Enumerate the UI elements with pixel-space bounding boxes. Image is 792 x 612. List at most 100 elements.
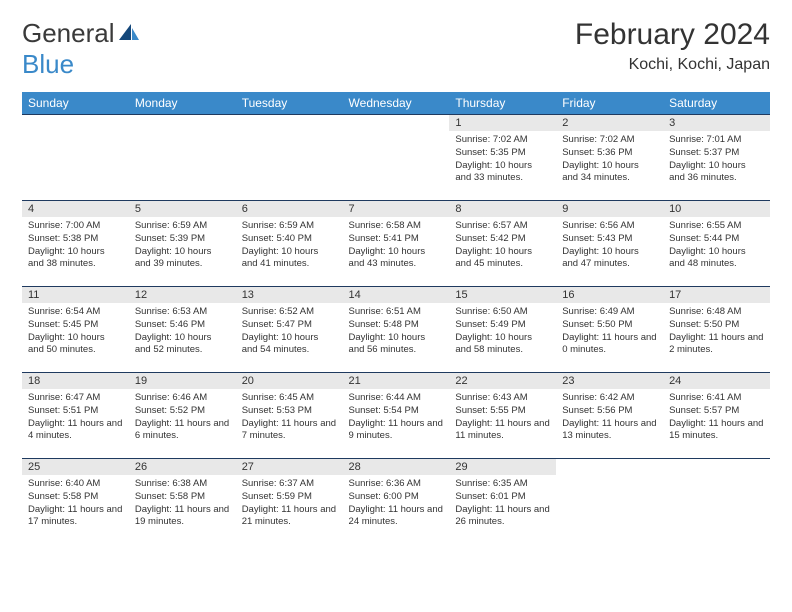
day-sunrise: Sunrise: 6:44 AM xyxy=(349,392,444,405)
day-daylight: Daylight: 11 hours and 15 minutes. xyxy=(669,418,764,444)
calendar-cell: 2Sunrise: 7:02 AMSunset: 5:36 PMDaylight… xyxy=(556,115,663,201)
day-details: Sunrise: 6:45 AMSunset: 5:53 PMDaylight:… xyxy=(236,389,343,447)
calendar-cell: 13Sunrise: 6:52 AMSunset: 5:47 PMDayligh… xyxy=(236,287,343,373)
day-daylight: Daylight: 11 hours and 11 minutes. xyxy=(455,418,550,444)
calendar-cell: .. xyxy=(556,459,663,545)
day-details: Sunrise: 6:38 AMSunset: 5:58 PMDaylight:… xyxy=(129,475,236,533)
day-sunset: Sunset: 5:58 PM xyxy=(135,491,230,504)
calendar-cell: 26Sunrise: 6:38 AMSunset: 5:58 PMDayligh… xyxy=(129,459,236,545)
day-daylight: Daylight: 11 hours and 0 minutes. xyxy=(562,332,657,358)
day-number: 4 xyxy=(22,201,129,217)
calendar-row: ........1Sunrise: 7:02 AMSunset: 5:35 PM… xyxy=(22,115,770,201)
calendar-cell: .. xyxy=(22,115,129,201)
day-sunrise: Sunrise: 6:35 AM xyxy=(455,478,550,491)
calendar-cell: 12Sunrise: 6:53 AMSunset: 5:46 PMDayligh… xyxy=(129,287,236,373)
calendar-cell: 4Sunrise: 7:00 AMSunset: 5:38 PMDaylight… xyxy=(22,201,129,287)
calendar-row: 25Sunrise: 6:40 AMSunset: 5:58 PMDayligh… xyxy=(22,459,770,545)
day-number: 15 xyxy=(449,287,556,303)
day-daylight: Daylight: 10 hours and 38 minutes. xyxy=(28,246,123,272)
day-sunrise: Sunrise: 6:47 AM xyxy=(28,392,123,405)
logo-sail-icon xyxy=(117,18,141,49)
calendar-cell: 16Sunrise: 6:49 AMSunset: 5:50 PMDayligh… xyxy=(556,287,663,373)
day-daylight: Daylight: 11 hours and 17 minutes. xyxy=(28,504,123,530)
weekday-header-row: SundayMondayTuesdayWednesdayThursdayFrid… xyxy=(22,92,770,115)
day-sunset: Sunset: 5:35 PM xyxy=(455,147,550,160)
day-details: Sunrise: 6:52 AMSunset: 5:47 PMDaylight:… xyxy=(236,303,343,361)
day-details: Sunrise: 6:42 AMSunset: 5:56 PMDaylight:… xyxy=(556,389,663,447)
calendar-cell: 9Sunrise: 6:56 AMSunset: 5:43 PMDaylight… xyxy=(556,201,663,287)
day-daylight: Daylight: 11 hours and 26 minutes. xyxy=(455,504,550,530)
day-sunrise: Sunrise: 6:41 AM xyxy=(669,392,764,405)
day-number: 9 xyxy=(556,201,663,217)
day-sunset: Sunset: 5:37 PM xyxy=(669,147,764,160)
title-area: February 2024 Kochi, Kochi, Japan xyxy=(575,18,770,74)
day-sunrise: Sunrise: 7:00 AM xyxy=(28,220,123,233)
day-daylight: Daylight: 11 hours and 2 minutes. xyxy=(669,332,764,358)
day-sunset: Sunset: 5:48 PM xyxy=(349,319,444,332)
day-details: Sunrise: 6:46 AMSunset: 5:52 PMDaylight:… xyxy=(129,389,236,447)
day-number: 24 xyxy=(663,373,770,389)
day-sunrise: Sunrise: 6:42 AM xyxy=(562,392,657,405)
day-sunrise: Sunrise: 6:36 AM xyxy=(349,478,444,491)
weekday-header: Sunday xyxy=(22,92,129,115)
day-daylight: Daylight: 10 hours and 34 minutes. xyxy=(562,160,657,186)
day-sunset: Sunset: 5:40 PM xyxy=(242,233,337,246)
day-number: 1 xyxy=(449,115,556,131)
day-sunrise: Sunrise: 6:53 AM xyxy=(135,306,230,319)
logo-word-2: Blue xyxy=(22,49,74,79)
day-daylight: Daylight: 10 hours and 36 minutes. xyxy=(669,160,764,186)
day-sunset: Sunset: 5:39 PM xyxy=(135,233,230,246)
weekday-header: Monday xyxy=(129,92,236,115)
day-sunset: Sunset: 5:56 PM xyxy=(562,405,657,418)
day-number: 11 xyxy=(22,287,129,303)
day-details: Sunrise: 7:02 AMSunset: 5:36 PMDaylight:… xyxy=(556,131,663,189)
calendar-cell: 22Sunrise: 6:43 AMSunset: 5:55 PMDayligh… xyxy=(449,373,556,459)
day-sunrise: Sunrise: 6:38 AM xyxy=(135,478,230,491)
day-sunrise: Sunrise: 7:02 AM xyxy=(455,134,550,147)
calendar-cell: 15Sunrise: 6:50 AMSunset: 5:49 PMDayligh… xyxy=(449,287,556,373)
day-sunset: Sunset: 6:01 PM xyxy=(455,491,550,504)
day-daylight: Daylight: 11 hours and 19 minutes. xyxy=(135,504,230,530)
day-number: 23 xyxy=(556,373,663,389)
day-number: 18 xyxy=(22,373,129,389)
day-details: Sunrise: 6:54 AMSunset: 5:45 PMDaylight:… xyxy=(22,303,129,361)
day-number: 26 xyxy=(129,459,236,475)
day-details: Sunrise: 6:59 AMSunset: 5:39 PMDaylight:… xyxy=(129,217,236,275)
day-sunset: Sunset: 5:50 PM xyxy=(562,319,657,332)
day-sunrise: Sunrise: 6:40 AM xyxy=(28,478,123,491)
calendar-cell: .. xyxy=(236,115,343,201)
day-details: Sunrise: 7:02 AMSunset: 5:35 PMDaylight:… xyxy=(449,131,556,189)
calendar-cell: 7Sunrise: 6:58 AMSunset: 5:41 PMDaylight… xyxy=(343,201,450,287)
day-details: Sunrise: 6:37 AMSunset: 5:59 PMDaylight:… xyxy=(236,475,343,533)
day-sunset: Sunset: 5:53 PM xyxy=(242,405,337,418)
day-sunrise: Sunrise: 6:59 AM xyxy=(242,220,337,233)
weekday-header: Saturday xyxy=(663,92,770,115)
day-sunrise: Sunrise: 6:43 AM xyxy=(455,392,550,405)
day-sunrise: Sunrise: 6:50 AM xyxy=(455,306,550,319)
day-sunrise: Sunrise: 7:01 AM xyxy=(669,134,764,147)
day-details: Sunrise: 6:57 AMSunset: 5:42 PMDaylight:… xyxy=(449,217,556,275)
calendar-cell: 5Sunrise: 6:59 AMSunset: 5:39 PMDaylight… xyxy=(129,201,236,287)
calendar-cell: 23Sunrise: 6:42 AMSunset: 5:56 PMDayligh… xyxy=(556,373,663,459)
day-daylight: Daylight: 10 hours and 33 minutes. xyxy=(455,160,550,186)
day-number: 16 xyxy=(556,287,663,303)
day-sunset: Sunset: 5:49 PM xyxy=(455,319,550,332)
day-sunset: Sunset: 5:36 PM xyxy=(562,147,657,160)
day-sunrise: Sunrise: 6:54 AM xyxy=(28,306,123,319)
calendar-cell: .. xyxy=(663,459,770,545)
weekday-header: Friday xyxy=(556,92,663,115)
day-number: 5 xyxy=(129,201,236,217)
weekday-header: Wednesday xyxy=(343,92,450,115)
day-sunrise: Sunrise: 6:46 AM xyxy=(135,392,230,405)
day-daylight: Daylight: 10 hours and 56 minutes. xyxy=(349,332,444,358)
calendar-cell: 1Sunrise: 7:02 AMSunset: 5:35 PMDaylight… xyxy=(449,115,556,201)
day-sunset: Sunset: 5:57 PM xyxy=(669,405,764,418)
day-daylight: Daylight: 11 hours and 21 minutes. xyxy=(242,504,337,530)
day-daylight: Daylight: 11 hours and 4 minutes. xyxy=(28,418,123,444)
day-number: 2 xyxy=(556,115,663,131)
day-sunset: Sunset: 5:50 PM xyxy=(669,319,764,332)
day-details: Sunrise: 6:43 AMSunset: 5:55 PMDaylight:… xyxy=(449,389,556,447)
day-details: Sunrise: 6:35 AMSunset: 6:01 PMDaylight:… xyxy=(449,475,556,533)
day-number: 17 xyxy=(663,287,770,303)
day-sunrise: Sunrise: 6:57 AM xyxy=(455,220,550,233)
